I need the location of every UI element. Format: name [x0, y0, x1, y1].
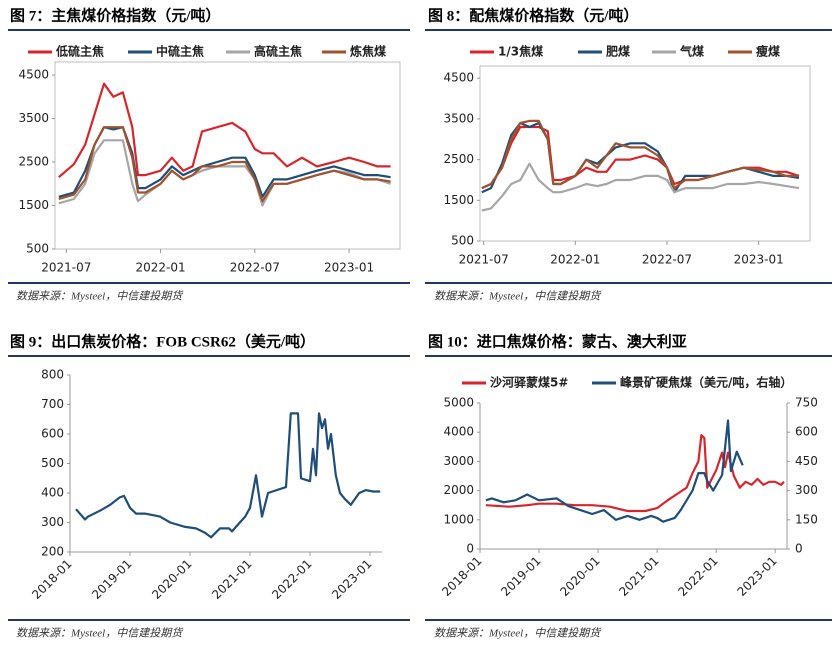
y-tick-label: 3500 [443, 111, 474, 125]
y-tick-label: 400 [41, 486, 64, 500]
x-tick-label: 2022-07 [230, 261, 280, 275]
series-line [58, 82, 391, 179]
series-line [481, 162, 800, 212]
y-tick-label: 3000 [443, 454, 474, 468]
y-tick-label: 4500 [18, 68, 49, 82]
chart-title: 图 7：主焦煤价格指数（元/吨） [10, 6, 220, 24]
series-line [58, 126, 391, 203]
y-tick-label: 1500 [18, 198, 49, 212]
series-line [75, 412, 381, 539]
y2-tick-label: 0 [795, 542, 803, 556]
y-tick-label: 3500 [18, 111, 49, 125]
y-tick-label: 500 [41, 456, 64, 470]
x-tick-label: 2023-01 [324, 261, 374, 275]
x-tick-label: 2020-01 [557, 554, 602, 599]
chart-title: 图 8：配焦煤价格指数（元/吨） [428, 6, 638, 24]
x-tick-label: 2018-01 [439, 554, 484, 599]
legend-label: 高硫主焦 [254, 44, 302, 59]
y-tick-label: 2000 [443, 483, 474, 497]
y-tick-label: 0 [466, 542, 474, 556]
x-tick-label: 2021-07 [41, 261, 91, 275]
chart-title: 图 10：进口焦煤价格：蒙古、澳大利亚 [428, 332, 687, 350]
source-note: 数据来源：Mysteel，中信建投期货 [16, 290, 184, 303]
source-note: 数据来源：Mysteel，中信建投期货 [434, 290, 602, 303]
legend-label: 1/3焦煤 [498, 44, 543, 59]
legend-label: 低硫主焦 [55, 44, 104, 59]
x-tick-label: 2019-01 [498, 554, 543, 599]
x-tick-label: 2018-01 [29, 557, 74, 602]
y-tick-label: 4000 [443, 425, 474, 439]
y-tick-label: 2500 [18, 155, 49, 169]
y-tick-label: 5000 [443, 396, 474, 410]
source-note: 数据来源：Mysteel，中信建投期货 [16, 627, 184, 640]
y2-tick-label: 750 [795, 396, 818, 410]
x-tick-label: 2021-01 [616, 554, 661, 599]
legend-label: 肥煤 [606, 44, 630, 59]
x-tick-label: 2023-01 [734, 253, 784, 267]
x-tick-label: 2021-01 [209, 557, 254, 602]
y-tick-label: 800 [41, 368, 64, 382]
x-tick-label: 2022-01 [550, 253, 600, 267]
chart-title: 图 9：出口焦炭价格：FOB CSR62（美元/吨） [10, 332, 315, 350]
x-tick-label: 2022-01 [675, 554, 720, 599]
y2-tick-label: 300 [795, 483, 818, 497]
legend-label: 中硫主焦 [156, 44, 204, 59]
y2-tick-label: 450 [795, 454, 818, 468]
legend-label: 瘦煤 [756, 44, 780, 59]
y-tick-label: 600 [41, 427, 64, 441]
legend-label: 气煤 [679, 44, 704, 59]
y-tick-label: 1500 [443, 193, 474, 207]
y-tick-label: 1000 [443, 512, 474, 526]
y2-tick-label: 600 [795, 425, 818, 439]
legend-label: 沙河驿蒙煤5# [490, 375, 568, 390]
y-tick-label: 200 [41, 545, 64, 559]
series-line [481, 119, 799, 190]
series-line [481, 125, 800, 190]
legend-label: 峰景矿硬焦煤（美元/吨，右轴） [620, 375, 792, 390]
x-tick-label: 2020-01 [149, 557, 194, 602]
x-tick-label: 2023-01 [734, 554, 779, 599]
y-tick-label: 2500 [443, 152, 474, 166]
series-line [485, 434, 785, 513]
y-tick-label: 4500 [443, 71, 474, 85]
x-tick-label: 2021-07 [459, 253, 509, 267]
x-tick-label: 2019-01 [89, 557, 134, 602]
y-tick-label: 500 [451, 234, 474, 248]
plot-frame [479, 65, 811, 242]
y-tick-label: 500 [26, 242, 49, 256]
x-tick-label: 2022-07 [642, 253, 692, 267]
legend-label: 炼焦煤 [350, 44, 386, 59]
source-note: 数据来源：Mysteel，中信建投期货 [434, 627, 602, 640]
series-line [58, 126, 391, 198]
y2-tick-label: 150 [795, 512, 818, 526]
series-line [485, 419, 744, 523]
y-tick-label: 300 [41, 515, 64, 529]
y-tick-label: 700 [41, 397, 64, 411]
x-tick-label: 2022-01 [136, 261, 186, 275]
plot-frame [54, 61, 401, 250]
x-tick-label: 2022-01 [269, 557, 314, 602]
x-tick-label: 2023-01 [329, 557, 374, 602]
